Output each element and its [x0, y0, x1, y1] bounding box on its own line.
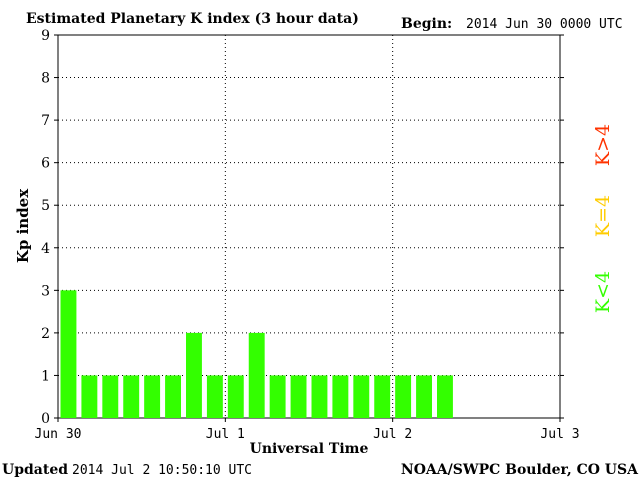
kp-bar — [206, 375, 223, 418]
kp-bar — [437, 375, 453, 418]
kp-bar — [269, 375, 286, 418]
kp-bar — [416, 375, 432, 418]
y-tick-label: 8 — [41, 71, 50, 87]
x-axis-title: Universal Time — [250, 441, 369, 457]
updated-date: 2014 Jul 2 10:50:10 UTC — [72, 463, 252, 478]
kp-bar — [123, 375, 140, 418]
kp-bar — [81, 375, 98, 418]
y-tick-label: 3 — [41, 283, 50, 299]
begin-label: Begin: — [401, 16, 452, 32]
y-axis-title: Kp index — [14, 188, 32, 263]
chart-title: Estimated Planetary K index (3 hour data… — [26, 11, 359, 27]
x-tick-label: Jul 3 — [540, 427, 579, 442]
legend-green: K<4 — [592, 271, 614, 313]
kp-bar — [311, 375, 328, 418]
kp-bar — [60, 290, 77, 418]
y-axis-ticks: 0 1 2 3 4 5 6 7 8 9 — [41, 28, 564, 427]
kp-bar — [353, 375, 370, 418]
begin-date: 2014 Jun 30 0000 UTC — [466, 17, 623, 32]
y-tick-label: 9 — [41, 28, 50, 44]
kp-bar — [186, 332, 202, 418]
y-tick-label: 7 — [41, 113, 50, 129]
y-tick-label: 0 — [41, 411, 50, 427]
kp-bar — [144, 375, 161, 418]
plot-frame — [57, 34, 561, 419]
x-tick-label: Jun 30 — [35, 427, 82, 442]
kp-bar — [102, 375, 119, 418]
legend-yellow: K=4 — [592, 195, 614, 237]
kp-bar — [165, 375, 181, 418]
y-tick-label: 1 — [41, 368, 50, 384]
y-tick-label: 4 — [41, 241, 50, 257]
x-tick-label: Jul 2 — [373, 427, 412, 442]
y-tick-label: 6 — [41, 156, 50, 172]
y-tick-label: 5 — [41, 198, 50, 214]
kp-bar — [374, 375, 391, 418]
source-credit: NOAA/SWPC Boulder, CO USA — [401, 462, 639, 478]
legend-red: K>4 — [592, 124, 614, 166]
kp-bar — [332, 375, 349, 418]
y-tick-label: 2 — [41, 326, 50, 342]
x-axis-ticks: Jun 30 Jul 1 Jul 2 Jul 3 — [35, 418, 580, 442]
kp-bar — [248, 332, 265, 418]
kp-bar — [290, 375, 307, 418]
bar-series — [60, 290, 453, 418]
updated-label: Updated — [2, 462, 68, 478]
x-tick-label: Jul 1 — [206, 427, 245, 442]
kp-bar — [395, 375, 412, 418]
kp-bar — [227, 375, 244, 418]
